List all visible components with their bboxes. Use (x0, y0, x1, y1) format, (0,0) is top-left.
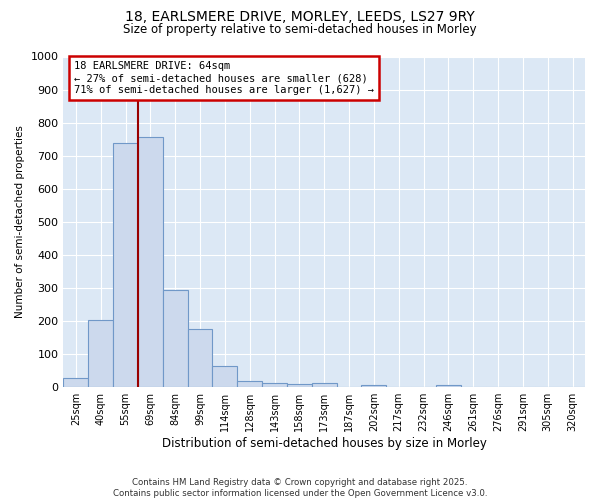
Y-axis label: Number of semi-detached properties: Number of semi-detached properties (15, 126, 25, 318)
Bar (188, 330, 212, 387)
Bar (287, 384, 312, 387)
Bar (163, 290, 188, 387)
Bar (436, 384, 461, 387)
Text: 18 EARLSMERE DRIVE: 64sqm
← 27% of semi-detached houses are smaller (628)
71% of: 18 EARLSMERE DRIVE: 64sqm ← 27% of semi-… (74, 62, 374, 94)
Bar (312, 383, 337, 387)
Bar (113, 143, 138, 387)
Bar (212, 366, 237, 387)
Bar (64, 378, 88, 387)
Text: 18, EARLSMERE DRIVE, MORLEY, LEEDS, LS27 9RY: 18, EARLSMERE DRIVE, MORLEY, LEEDS, LS27… (125, 10, 475, 24)
Bar (138, 137, 163, 387)
Bar (361, 384, 386, 387)
Bar (88, 320, 113, 387)
Bar (262, 383, 287, 387)
X-axis label: Distribution of semi-detached houses by size in Morley: Distribution of semi-detached houses by … (162, 437, 487, 450)
Bar (237, 382, 262, 387)
Text: Size of property relative to semi-detached houses in Morley: Size of property relative to semi-detach… (123, 22, 477, 36)
Text: Contains HM Land Registry data © Crown copyright and database right 2025.
Contai: Contains HM Land Registry data © Crown c… (113, 478, 487, 498)
